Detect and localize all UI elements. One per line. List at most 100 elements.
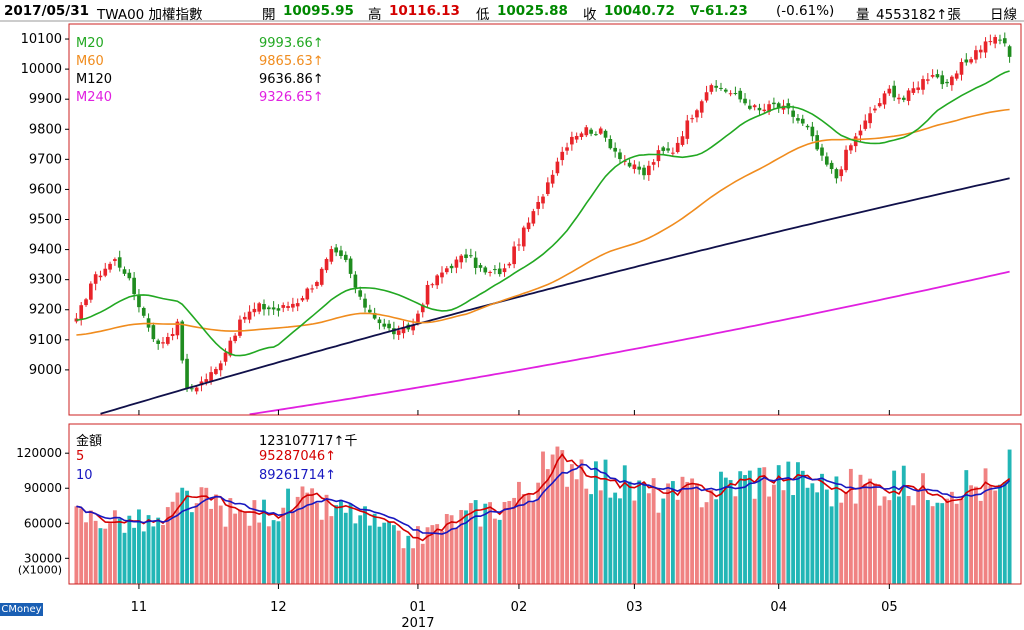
volume-bar [661,498,666,584]
volume-tick-label: 30000 [24,551,62,565]
candle-body [776,103,781,108]
volume-bar [266,526,271,584]
candle-body [921,79,925,90]
volume-bar [868,478,873,584]
candle-body [281,305,286,308]
legend-amount-value: 123107717↑千 [259,434,358,449]
volume-bar [949,491,954,584]
candle-body [810,126,815,137]
candle-body [541,196,545,204]
volume-bar [872,483,877,584]
volume-bar [497,519,502,584]
ma60-line [76,108,1010,336]
volume-bar [88,510,93,584]
candle-body [305,288,310,300]
legend-vma5-value: 95287046↑ [259,449,337,464]
candle-body [488,271,492,273]
candle-body [690,118,694,120]
candle-body [868,113,872,124]
volume-bar [252,500,257,584]
candle-body [266,307,271,310]
candle-body [969,59,973,63]
candle-body [978,49,983,53]
volume-bar [930,506,935,584]
candle-body [517,244,521,246]
candle-body [598,128,603,134]
legend-m120-value: 9636.86↑ [259,72,324,87]
candle-body [594,134,598,136]
candle-body [271,307,276,310]
volume-bar [440,531,444,584]
volume-bar [747,470,752,584]
candle-body [627,162,632,167]
month-label: 03 [626,600,643,615]
candle-body [863,120,868,129]
close-label: 收 [583,7,597,23]
volume-bar [752,498,757,584]
candle-body [834,169,839,179]
volume-bar [122,532,127,584]
volume-bar [314,502,319,584]
volume-bar [844,491,848,584]
candle-body [671,152,675,154]
candle-body [930,75,935,77]
candle-body [137,295,141,308]
volume-bar [656,512,661,584]
volume-tick-label: 90000 [24,481,62,495]
volume-bar [675,499,680,584]
candle-body [98,275,103,278]
candle-body [892,85,896,98]
candle-body [440,272,444,278]
volume-bar [79,508,84,584]
ma240-line [249,270,1010,416]
volume-bar [824,489,829,584]
volume-bar [733,496,738,584]
candle-body [589,129,593,134]
candle-body [329,249,334,262]
volume-unit-label: (X1000) [18,563,62,576]
volume-bar [358,515,363,584]
volume-bar [281,507,286,584]
volume-bar [998,484,1002,584]
candle-body [829,162,834,170]
candle-body [348,258,353,274]
volume-bar [560,450,565,584]
candle-body [185,358,189,389]
volume-bar [565,486,569,584]
volume-bar [666,483,670,584]
candle-body [483,267,488,273]
price-tick-label: 9000 [29,363,62,378]
volume-pane [74,446,1012,584]
volume-bar [569,464,574,584]
volume-bar [815,492,820,584]
volume-bar [685,481,690,584]
candle-body [430,284,435,286]
candle-body [974,50,978,60]
candle-body [464,254,468,258]
candle-body [637,166,642,170]
legend-vma5-name: 5 [76,449,85,464]
candle-body [358,290,363,297]
volume-bar [132,527,137,584]
volume-bar [185,490,189,584]
volume-bar [473,500,478,584]
volume-bar [921,473,925,584]
candle-body [127,272,132,279]
year-label: 2017 [401,616,434,630]
candle-body [223,352,228,362]
candle-body [377,319,382,324]
volume-bar [435,524,440,584]
volume-bar [156,517,161,584]
volume-bar [103,528,108,584]
month-label: 11 [131,600,148,615]
candle-body [545,182,550,194]
candle-body [887,88,892,94]
period-label[interactable]: 日線 [990,7,1017,23]
candle-body [714,85,718,88]
candle-body [252,308,257,313]
volume-bar [521,494,526,584]
volume-bar [411,548,416,584]
volume-label: 量 [856,7,870,23]
candle-body [950,76,954,86]
